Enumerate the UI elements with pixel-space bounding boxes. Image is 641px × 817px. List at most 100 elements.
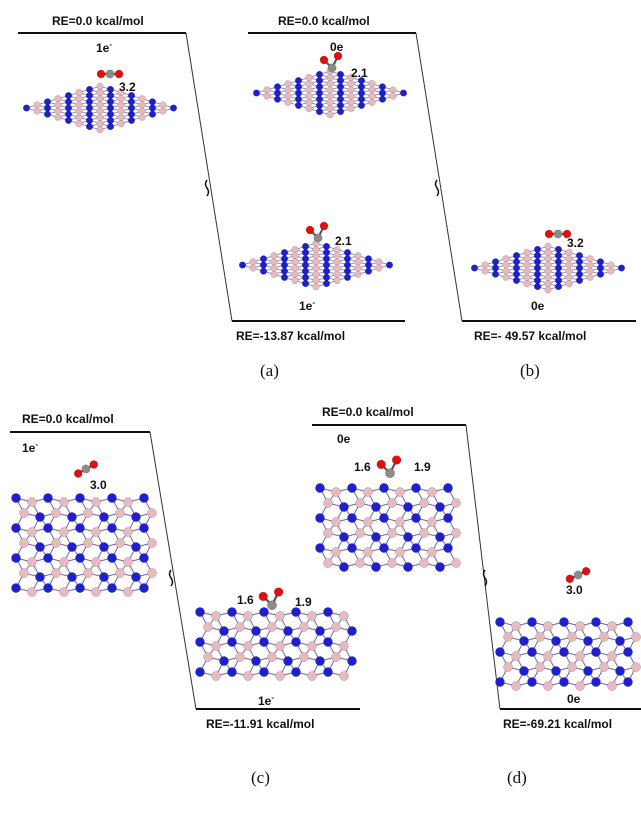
- nitrogen-atom: [339, 532, 349, 542]
- nitrogen-atom: [280, 273, 289, 281]
- boron-atom: [368, 86, 376, 94]
- boron-atom: [270, 252, 278, 260]
- boron-atom: [54, 113, 62, 121]
- boron-atom: [307, 611, 317, 621]
- carbon-atom: [573, 570, 583, 580]
- nitrogen-atom: [554, 245, 563, 253]
- boron-atom: [389, 92, 397, 100]
- nitrogen-atom: [403, 562, 413, 572]
- boron-atom: [355, 528, 365, 538]
- nitrogen-atom: [533, 245, 542, 253]
- nitrogen-atom: [294, 83, 303, 91]
- boron-atom: [543, 681, 553, 691]
- panel-d-top-charge: 0e: [337, 432, 351, 446]
- panel-c-bottom-energy: RE=-11.91 kcal/mol: [206, 717, 315, 731]
- nitrogen-atom: [227, 637, 237, 647]
- boron-atom: [503, 632, 513, 642]
- nitrogen-atom: [35, 572, 45, 582]
- connector-a: [185, 32, 233, 322]
- boron-atom: [387, 498, 397, 508]
- break-mark-a: [204, 179, 210, 197]
- nitrogen-atom: [491, 264, 500, 272]
- nitrogen-atom: [554, 258, 563, 266]
- nitrogen-atom: [339, 502, 349, 512]
- panel-b-top-charge: 0e: [330, 40, 344, 54]
- nitrogen-atom: [322, 249, 331, 257]
- nitrogen-atom: [336, 89, 345, 97]
- nitrogen-atom: [85, 104, 94, 112]
- panel-c-bottom-bond-left: 1.6: [237, 593, 254, 607]
- boron-atom: [347, 86, 355, 94]
- nitrogen-atom: [533, 276, 542, 284]
- nitrogen-atom: [43, 523, 53, 533]
- panel-a-top-co2: [96, 69, 124, 79]
- break-marks: [168, 179, 488, 587]
- panel-d-top-bond-left: 1.6: [354, 460, 371, 474]
- boron-atom: [203, 652, 213, 662]
- boron-atom: [363, 517, 373, 527]
- boron-atom: [326, 111, 334, 119]
- nitrogen-atom: [280, 261, 289, 269]
- nitrogen-atom: [533, 258, 542, 266]
- boron-atom: [299, 622, 309, 632]
- nitrogen-atom: [364, 261, 373, 269]
- boron-atom: [270, 258, 278, 266]
- nitrogen-atom: [291, 667, 301, 677]
- boron-atom: [138, 113, 146, 121]
- boron-atom: [267, 652, 277, 662]
- boron-atom: [312, 258, 320, 266]
- boron-atom: [323, 498, 333, 508]
- boron-atom: [387, 528, 397, 538]
- boron-atom: [389, 86, 397, 94]
- boron-atom: [599, 662, 609, 672]
- nitrogen-atom: [301, 267, 310, 275]
- boron-atom: [567, 632, 577, 642]
- oxygen-atom: [565, 574, 575, 584]
- boron-atom: [607, 267, 615, 275]
- panel-a-bottom-sheet: [238, 239, 394, 291]
- boron-atom: [275, 671, 285, 681]
- boron-atom: [75, 113, 83, 121]
- boron-atom: [291, 276, 299, 285]
- oxygen-atom: [96, 69, 106, 79]
- nitrogen-atom: [107, 493, 117, 503]
- boron-atom: [51, 568, 61, 578]
- nitrogen-atom: [596, 258, 605, 266]
- boron-atom: [305, 86, 313, 94]
- nitrogen-atom: [280, 267, 289, 275]
- nitrogen-atom: [411, 543, 421, 553]
- nitrogen-atom: [575, 258, 584, 266]
- carbon-atom: [313, 233, 323, 243]
- oxygen-atom: [581, 566, 591, 576]
- nitrogen-atom: [336, 101, 345, 109]
- boron-atom: [115, 538, 125, 548]
- boron-atom: [83, 508, 93, 518]
- nitrogen-atom: [35, 542, 45, 552]
- nitrogen-atom: [512, 258, 521, 266]
- boron-atom: [33, 101, 41, 109]
- nitrogen-atom: [554, 270, 563, 278]
- panel-a-bottom-energy: RE=-13.87 kcal/mol: [236, 329, 346, 343]
- nitrogen-atom: [315, 543, 325, 553]
- nitrogen-atom: [322, 273, 331, 281]
- oxygen-atom: [258, 591, 268, 602]
- panel-b-top-energy: RE=0.0 kcal/mol: [278, 14, 370, 28]
- nitrogen-atom: [294, 89, 303, 97]
- nitrogen-atom: [435, 562, 445, 572]
- nitrogen-atom: [85, 110, 94, 118]
- boron-atom: [427, 487, 437, 497]
- nitrogen-atom: [64, 98, 73, 106]
- boron-atom: [331, 547, 341, 557]
- nitrogen-atom: [301, 280, 310, 288]
- nitrogen-atom: [273, 95, 282, 103]
- nitrogen-atom: [533, 264, 542, 272]
- boron-atom: [96, 88, 104, 97]
- nitrogen-atom: [347, 543, 357, 553]
- nitrogen-atom: [301, 273, 310, 281]
- nitrogen-atom: [512, 252, 521, 260]
- boron-atom: [331, 487, 341, 497]
- boron-atom: [138, 101, 146, 109]
- nitrogen-atom: [195, 637, 205, 647]
- panel-d-bottom-co2: [565, 566, 591, 584]
- nitrogen-atom: [322, 280, 331, 288]
